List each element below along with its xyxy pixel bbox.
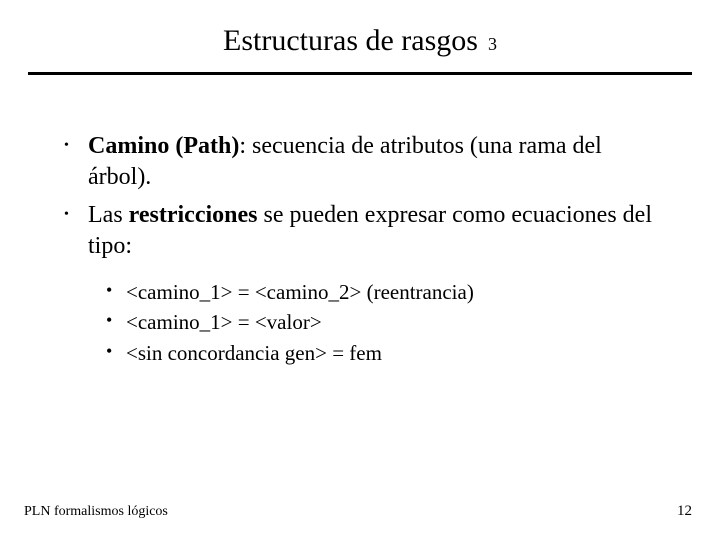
content-area: Camino (Path): secuencia de atributos (u…: [0, 75, 720, 367]
sub-bullet-item: <sin concordancia gen> = fem: [106, 339, 660, 367]
slide-title: Estructuras de rasgos: [223, 24, 478, 57]
sub-bullet-list: <camino_1> = <camino_2> (reentrancia) <c…: [106, 278, 660, 367]
slide-title-number: 3: [488, 34, 497, 54]
slide: Estructuras de rasgos 3 Camino (Path): s…: [0, 0, 720, 540]
bullet-list: Camino (Path): secuencia de atributos (u…: [60, 131, 660, 367]
bullet-bold: restricciones: [129, 202, 258, 228]
page-number: 12: [677, 503, 692, 520]
bullet-item: Las restricciones se pueden expresar com…: [60, 200, 660, 366]
sub-bullet-item: <camino_1> = <camino_2> (reentrancia): [106, 278, 660, 306]
footer-left: PLN formalismos lógicos: [24, 504, 168, 520]
bullet-item: Camino (Path): secuencia de atributos (u…: [60, 131, 660, 192]
bullet-text: Las: [88, 202, 129, 228]
bullet-bold: Camino (Path): [88, 133, 239, 159]
sub-bullet-item: <camino_1> = <valor>: [106, 308, 660, 336]
title-area: Estructuras de rasgos 3: [0, 0, 720, 58]
